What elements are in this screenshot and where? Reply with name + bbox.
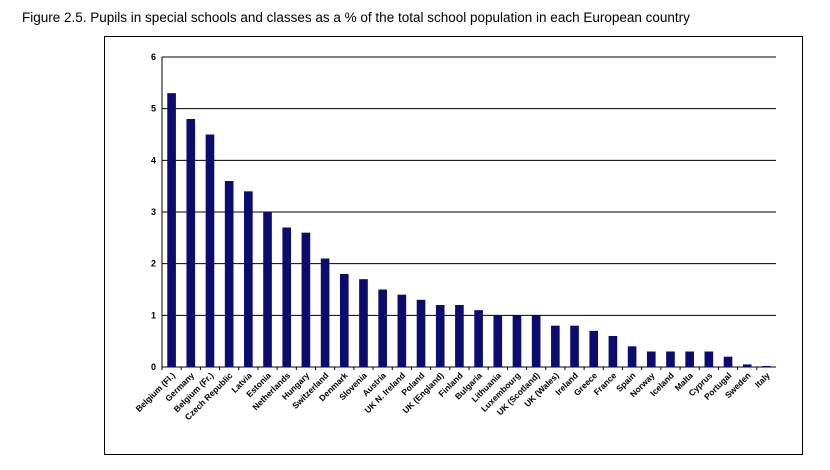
bar <box>244 191 253 367</box>
bar <box>455 305 464 367</box>
bar <box>301 232 311 367</box>
bar <box>282 227 292 367</box>
y-tick-label: 4 <box>151 155 156 165</box>
bar <box>723 356 733 367</box>
bar <box>493 315 503 367</box>
bar <box>205 134 215 367</box>
bar <box>627 346 637 367</box>
y-tick-label: 6 <box>151 52 156 62</box>
bar <box>551 325 560 367</box>
bar <box>685 351 694 367</box>
bar <box>397 294 407 367</box>
bar <box>646 351 656 367</box>
chart-frame <box>104 36 803 455</box>
bar <box>531 315 541 367</box>
bar <box>320 258 330 367</box>
bar <box>378 289 387 367</box>
bar <box>339 274 349 367</box>
bar <box>263 212 272 367</box>
bar <box>224 181 234 367</box>
bar <box>742 364 752 367</box>
bar <box>167 93 176 368</box>
y-tick-label: 3 <box>151 207 156 217</box>
bar <box>570 325 579 367</box>
bar <box>762 365 771 367</box>
y-tick-label: 1 <box>151 310 156 320</box>
bar <box>359 279 368 367</box>
y-tick-label: 5 <box>151 104 156 114</box>
y-tick-label: 2 <box>151 259 156 269</box>
bar <box>416 299 426 367</box>
bar <box>512 315 522 367</box>
bar <box>589 330 599 367</box>
category-label: Italy <box>753 370 772 389</box>
y-tick-label: 0 <box>151 362 156 372</box>
bar <box>186 119 196 367</box>
bar <box>704 351 714 367</box>
bar <box>474 310 483 367</box>
figure-caption: Figure 2.5. Pupils in special schools an… <box>22 10 690 25</box>
bar <box>608 336 618 367</box>
bar <box>435 305 445 367</box>
bar <box>666 351 675 367</box>
